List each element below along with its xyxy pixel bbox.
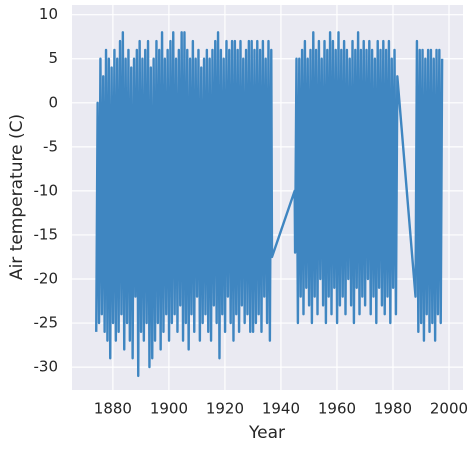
tick-labels: -30 -25 -20 -15 -10 -5 0 5 10 1880 1900 1920 1940 196… bbox=[34, 5, 469, 417]
y-tick-label: 5 bbox=[48, 49, 58, 67]
marks bbox=[95, 31, 444, 378]
x-tick-label: 1900 bbox=[150, 400, 188, 418]
x-axis-label: Year bbox=[248, 423, 285, 443]
y-tick-label: -25 bbox=[34, 314, 59, 332]
x-tick-label: 1880 bbox=[94, 400, 132, 418]
x-tick-label: 1920 bbox=[206, 400, 244, 418]
y-tick-label: 10 bbox=[39, 5, 58, 23]
x-tick-label: 1980 bbox=[374, 400, 412, 418]
y-tick-label: -10 bbox=[34, 181, 59, 199]
y-tick-label: -30 bbox=[34, 358, 59, 376]
x-tick-label: 2000 bbox=[430, 400, 468, 418]
y-tick-label: -20 bbox=[34, 269, 59, 287]
x-tick-label: 1960 bbox=[318, 400, 356, 418]
y-tick-label: 0 bbox=[48, 93, 58, 111]
x-tick-label: 1940 bbox=[262, 400, 300, 418]
data-line bbox=[95, 31, 444, 378]
y-tick-label: -5 bbox=[43, 137, 58, 155]
y-axis-label: Air temperature (C) bbox=[7, 114, 27, 280]
y-tick-label: -15 bbox=[34, 225, 59, 243]
